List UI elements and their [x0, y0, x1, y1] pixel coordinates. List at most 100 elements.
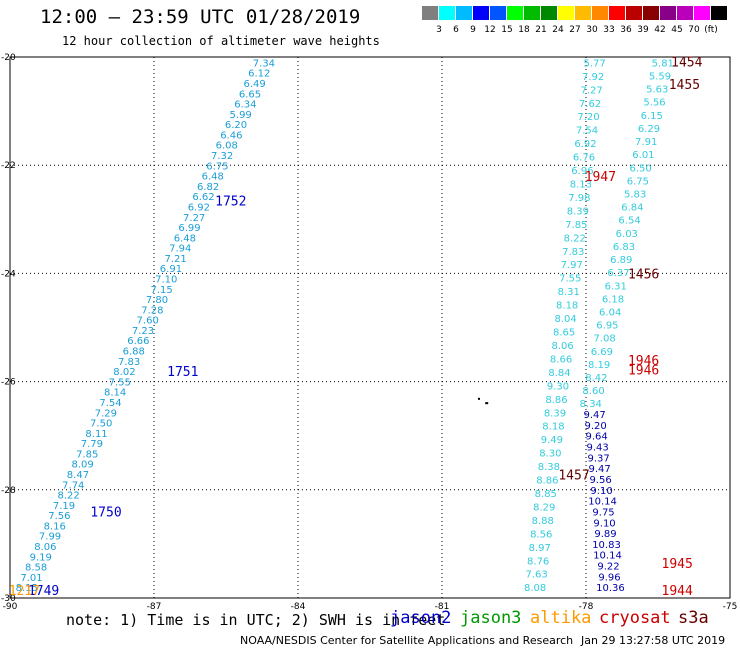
wave-height-value: 8.31 — [558, 287, 580, 298]
pass-time-label: 1751 — [167, 365, 198, 380]
wave-height-value: 7.50 — [90, 419, 112, 430]
wave-height-value: 7.83 — [562, 247, 584, 258]
wave-height-value: 6.54 — [618, 216, 640, 227]
wave-height-value: 8.29 — [533, 502, 555, 513]
wave-height-value: 8.13 — [570, 180, 592, 191]
scale-label: 9 — [470, 25, 476, 35]
scale-label: 70 — [688, 25, 700, 35]
satellite-label-altika: altika — [530, 608, 592, 628]
wave-height-value: 9.47 — [584, 410, 606, 421]
wave-height-value: 8.86 — [545, 395, 567, 406]
scale-swatch — [456, 6, 472, 20]
wave-height-value: 7.79 — [81, 439, 103, 450]
x-tick-label: -87 — [147, 602, 162, 612]
wave-height-value: 9.64 — [585, 432, 607, 443]
wave-height-value: 7.08 — [594, 334, 616, 345]
wave-height-value: 8.11 — [85, 429, 107, 440]
wave-height-value: 7.55 — [109, 377, 131, 388]
wave-height-value: 9.47 — [588, 464, 610, 475]
wave-height-value: 7.80 — [146, 295, 168, 306]
wave-height-value: 6.50 — [630, 163, 652, 174]
x-tick-label: -90 — [3, 602, 18, 612]
wave-height-value: 7.10 — [155, 274, 177, 285]
pass-time-label: 1455 — [669, 78, 700, 93]
scale-label: 15 — [501, 25, 513, 35]
wave-height-value: 6.66 — [127, 336, 149, 347]
pass-time-label: 1749 — [28, 584, 59, 599]
satellite-label-jason2: jason2 — [390, 608, 452, 628]
y-tick-label: -26 — [1, 378, 16, 388]
wave-height-value: 5.81 — [652, 58, 674, 69]
wave-height-value: 8.08 — [524, 583, 546, 594]
wave-height-value: 8.39 — [567, 206, 589, 217]
wave-height-value: 8.15 — [16, 583, 38, 594]
pass-time-label: 1946 — [628, 354, 659, 369]
wave-height-value: 7.27 — [183, 213, 205, 224]
pass-time-label: 1456 — [628, 267, 659, 282]
wave-height-value: 8.85 — [535, 489, 557, 500]
wave-height-value: 7.99 — [39, 532, 61, 543]
wave-height-value: 7.23 — [132, 326, 154, 337]
wave-height-value: 9.19 — [30, 552, 52, 563]
wave-height-value: 7.92 — [582, 72, 604, 83]
wave-height-value: 10.14 — [593, 551, 622, 562]
wave-height-value: 7.63 — [526, 570, 548, 581]
wave-height-value: 6.91 — [160, 264, 182, 275]
chart-subtitle: 12 hour collection of altimeter wave hei… — [62, 34, 380, 48]
footer-note: note: 1) Time is in UTC; 2) SWH is in fe… — [66, 611, 446, 629]
wave-height-value: 7.01 — [20, 573, 42, 584]
scale-label: 18 — [518, 25, 530, 35]
wave-height-value: 7.54 — [576, 126, 598, 137]
scale-label: 36 — [620, 25, 632, 35]
pass-time-label: 1752 — [215, 194, 246, 209]
credit-line: NOAA/NESDIS Center for Satellite Applica… — [240, 634, 574, 647]
wave-height-value: 8.60 — [582, 386, 604, 397]
wave-height-value: 5.63 — [646, 85, 668, 96]
scale-swatch — [490, 6, 506, 20]
scale-label: 24 — [552, 25, 564, 35]
wave-height-value: 6.29 — [638, 124, 660, 135]
wave-height-value: 8.18 — [556, 301, 578, 312]
plot-frame — [9, 56, 731, 599]
wave-height-value: 7.83 — [118, 357, 140, 368]
wave-height-value: 6.92 — [188, 202, 210, 213]
wave-height-value: 9.30 — [547, 381, 569, 392]
chart-title: 12:00 – 23:59 UTC 01/28/2019 — [40, 6, 361, 28]
wave-height-value: 7.20 — [577, 112, 599, 123]
scale-label: 6 — [453, 25, 459, 35]
wave-height-value: 6.89 — [610, 255, 632, 266]
wave-height-value: 8.34 — [580, 399, 602, 410]
wave-height-value: 6.76 — [573, 153, 595, 164]
scale-label: 45 — [671, 25, 683, 35]
scale-label: 27 — [569, 25, 581, 35]
wave-height-value: 9.20 — [584, 421, 606, 432]
satellite-label-cryosat: cryosat — [599, 608, 671, 628]
wave-height-value: 9.89 — [594, 529, 616, 540]
pass-time-label: 1944 — [662, 584, 693, 599]
wave-height-value: 8.18 — [542, 422, 564, 433]
pass-time-label: 1946 — [628, 364, 659, 379]
wave-height-value: 5.59 — [649, 72, 671, 83]
x-tick-label: -81 — [435, 602, 450, 612]
scale-unit: (ft) — [704, 25, 718, 35]
wave-height-value: 8.16 — [44, 521, 66, 532]
wave-height-value: 6.48 — [202, 172, 224, 183]
wave-height-value: 6.83 — [613, 242, 635, 253]
wave-height-value: 8.14 — [104, 388, 126, 399]
wave-height-value: 6.49 — [243, 79, 265, 90]
wave-height-value: 5.77 — [584, 58, 606, 69]
wave-height-value: 7.98 — [568, 193, 590, 204]
wave-height-value: 9.43 — [586, 443, 608, 454]
wave-height-value: 8.56 — [530, 529, 552, 540]
wave-height-value: 9.96 — [598, 572, 620, 583]
wave-height-value: 8.02 — [113, 367, 135, 378]
pass-time-label: 1454 — [671, 55, 702, 70]
wave-height-value: 6.69 — [591, 347, 613, 358]
wave-height-value: 9.49 — [541, 435, 563, 446]
wave-height-value: 8.86 — [536, 476, 558, 487]
scale-swatch — [677, 6, 693, 20]
wave-height-value: 5.83 — [624, 189, 646, 200]
wave-height-value: 7.97 — [561, 260, 583, 271]
wave-height-value: 7.54 — [99, 398, 121, 409]
